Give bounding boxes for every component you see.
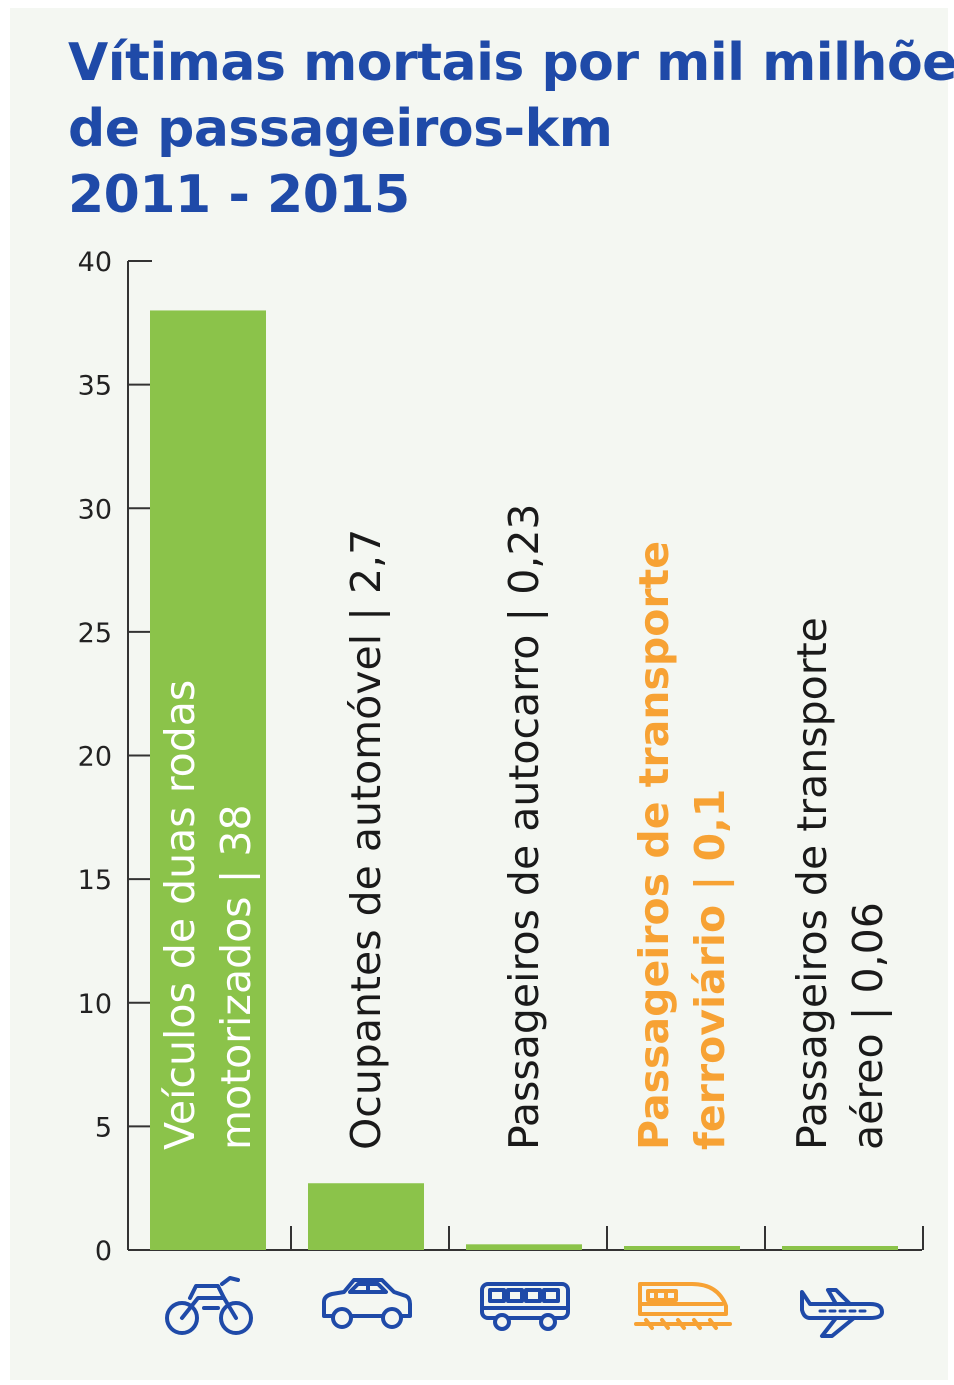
airplane-icon xyxy=(800,1288,884,1338)
bar-label: motorizados | 38 xyxy=(212,804,260,1150)
y-tick-label: 40 xyxy=(78,247,112,278)
title-line-3: 2011 - 2015 xyxy=(68,165,410,225)
car-icon xyxy=(322,1278,412,1329)
bar xyxy=(782,1246,898,1250)
y-tick-label: 35 xyxy=(78,371,112,402)
bars xyxy=(150,310,898,1250)
bar xyxy=(624,1246,740,1250)
bar-label: ferroviário | 0,1 xyxy=(686,789,735,1150)
bar-label: Passageiros de transporte xyxy=(630,541,678,1150)
bar-label: aéreo | 0,06 xyxy=(844,902,892,1150)
y-tick-label: 25 xyxy=(78,618,112,649)
bar xyxy=(150,310,266,1250)
category-icons xyxy=(165,1276,884,1338)
bus-icon xyxy=(480,1282,570,1331)
bar-labels: Veículos de duas rodas motorizados | 38 Oc… xyxy=(156,504,892,1151)
bar xyxy=(466,1244,582,1250)
y-tick-label: 15 xyxy=(78,865,112,896)
y-tick-label: 5 xyxy=(95,1112,112,1143)
bar xyxy=(308,1183,424,1250)
y-tick-label: 30 xyxy=(78,494,112,525)
motorcycle-icon xyxy=(165,1276,253,1335)
bar-label: Passageiros de transporte xyxy=(788,617,836,1150)
bar-label: Veículos de duas rodas xyxy=(156,680,204,1150)
bar-label: Ocupantes de automóvel | 2,7 xyxy=(342,529,390,1150)
title-line-1: Vítimas mortais por mil milhões xyxy=(68,33,954,93)
y-tick-label: 10 xyxy=(78,989,112,1020)
title-line-2: de passageiros-km xyxy=(68,99,613,159)
bar-label: Passageiros de autocarro | 0,23 xyxy=(500,504,548,1151)
y-tick-label: 20 xyxy=(78,742,112,773)
chart-title: Vítimas mortais por mil milhões de passa… xyxy=(68,30,954,228)
y-tick-label: 0 xyxy=(95,1236,112,1267)
train-icon xyxy=(634,1282,732,1330)
